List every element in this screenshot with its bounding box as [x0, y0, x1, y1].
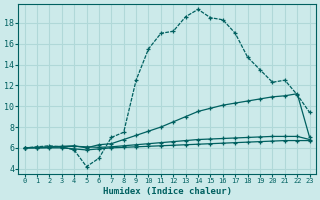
- X-axis label: Humidex (Indice chaleur): Humidex (Indice chaleur): [103, 187, 232, 196]
